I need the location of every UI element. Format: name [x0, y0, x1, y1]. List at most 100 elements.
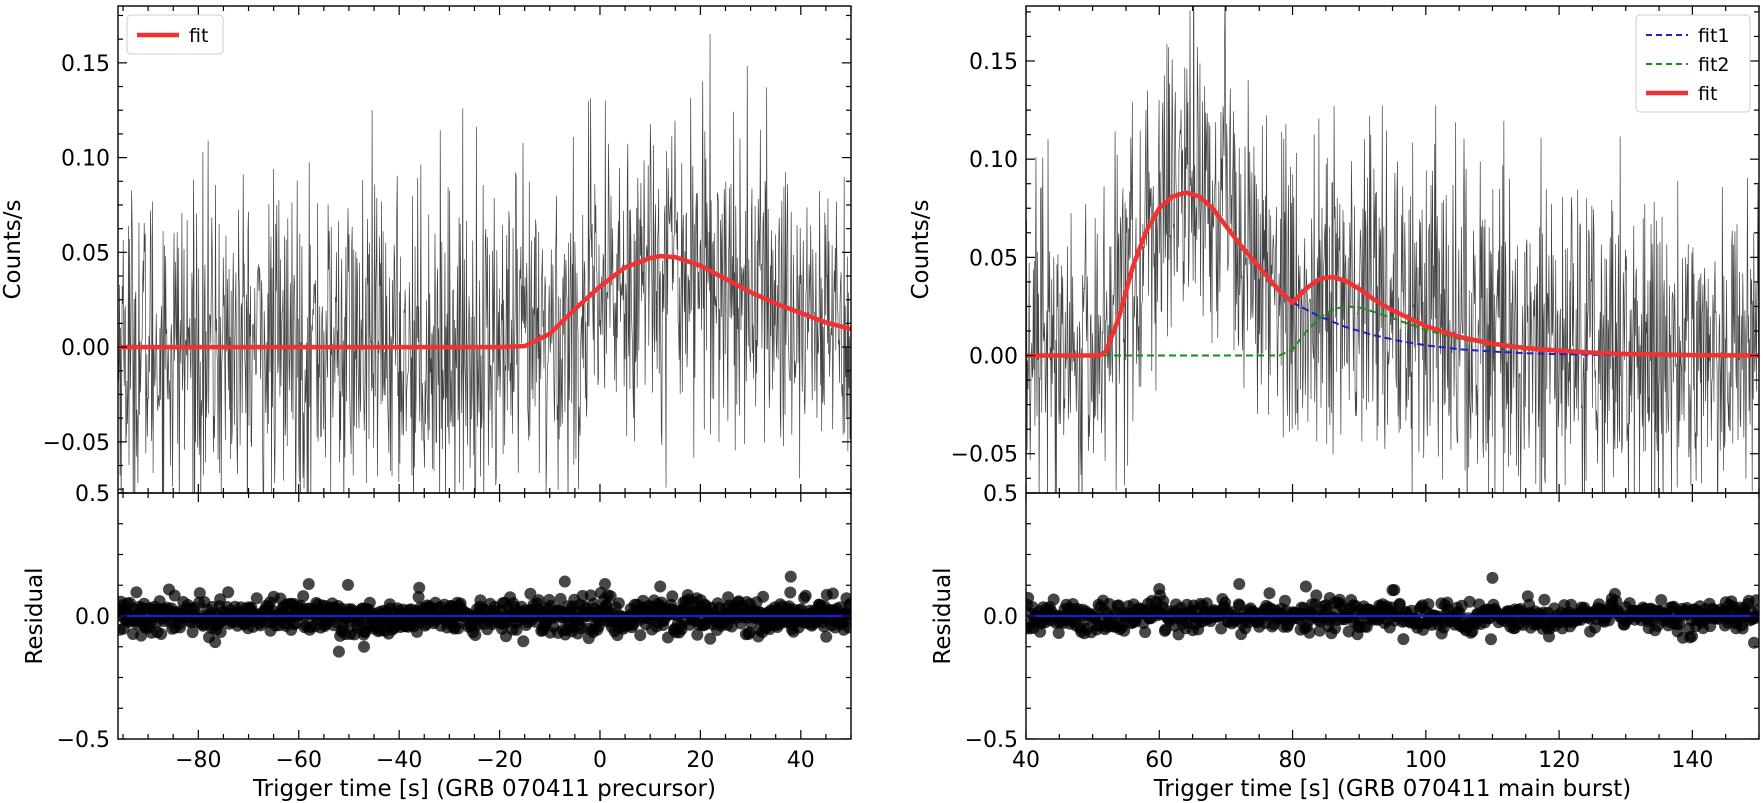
residual-point — [186, 626, 199, 639]
residual-point — [1752, 604, 1759, 617]
residual-point — [1736, 622, 1749, 635]
residual-point — [130, 586, 143, 599]
residual-point — [1279, 594, 1291, 607]
residual-point — [799, 589, 812, 602]
legend: fit1 fit2 fit — [1635, 14, 1751, 113]
residual-outlier — [654, 580, 667, 593]
x-tick-label: −20 — [476, 748, 522, 773]
y-tick-label: 0.05 — [969, 246, 1018, 271]
residual-outlier — [1386, 584, 1399, 597]
residual-point — [604, 590, 617, 603]
residual-point — [1565, 598, 1578, 611]
series-fit — [118, 253, 851, 350]
x-tick-label: 140 — [1671, 748, 1713, 773]
residual-point — [510, 623, 523, 636]
panel-left-bottom: −0.5 0.0 0.5 Residual −80 −60 −40 −20 0 20 40 Trigg… — [22, 482, 852, 802]
residual-point — [1686, 630, 1699, 643]
x-tick-label: 40 — [787, 748, 815, 773]
residual-point — [168, 589, 181, 602]
y-axis-label-counts: Counts/s — [908, 199, 934, 299]
residual-point — [1655, 594, 1668, 606]
residual-point — [784, 586, 797, 599]
y-tick-label: 0.0 — [983, 605, 1018, 630]
residual-point — [411, 625, 423, 638]
residual-point — [843, 621, 851, 634]
y-tick-label: −0.05 — [951, 443, 1018, 468]
residual-outlier — [332, 645, 345, 658]
residual-point — [474, 594, 487, 607]
residual-point — [844, 597, 851, 610]
series-light-curve — [1026, 6, 1759, 493]
residual-outlier — [302, 578, 315, 591]
residual-point — [1219, 596, 1232, 609]
x-tick-label: −40 — [376, 748, 422, 773]
residual-point — [1393, 597, 1406, 610]
y-tick-label: −0.5 — [965, 728, 1018, 753]
residual-point — [469, 629, 482, 641]
residual-point — [1263, 587, 1276, 600]
residual-point — [1310, 589, 1323, 602]
residual-point — [524, 587, 537, 600]
y-tick-label: −0.05 — [43, 431, 110, 456]
residual-point — [820, 630, 833, 643]
y-tick-label: 0.5 — [75, 482, 110, 507]
residual-outlier — [1299, 580, 1312, 593]
residual-point — [1112, 599, 1125, 612]
residual-point — [214, 626, 227, 638]
legend-label-fit: fit — [189, 25, 208, 47]
y-tick-label: 0.5 — [983, 482, 1018, 507]
residual-point — [174, 621, 187, 634]
residual-point — [634, 629, 647, 642]
y-tick-label: 0.10 — [969, 148, 1018, 173]
series-light-curve — [118, 34, 851, 493]
residual-point — [1485, 633, 1497, 646]
residual-point — [155, 628, 168, 640]
residual-point — [757, 590, 770, 603]
plot-area — [1026, 571, 1759, 649]
residual-point — [1047, 593, 1060, 606]
residual-point — [517, 635, 530, 648]
plot-area — [1026, 6, 1759, 493]
legend-box — [1635, 14, 1751, 113]
x-tick-label: 80 — [1279, 748, 1307, 773]
residual-outlier — [1233, 578, 1246, 591]
x-tick-label: 20 — [686, 748, 714, 773]
residual-outlier — [1153, 582, 1166, 595]
plot-area — [118, 570, 851, 658]
y-tick-label: 0.15 — [969, 50, 1018, 75]
residual-point — [1052, 627, 1065, 639]
legend: fit — [126, 14, 224, 55]
x-tick-label: −60 — [276, 748, 322, 773]
residual-point — [363, 596, 376, 609]
legend-label-fit1: fit1 — [1698, 25, 1730, 47]
residual-point — [1118, 624, 1131, 637]
y-axis-label-counts: Counts/s — [0, 199, 26, 299]
residual-outlier — [413, 581, 426, 594]
residual-outlier — [784, 570, 797, 583]
residual-point — [704, 632, 717, 645]
x-axis-label: Trigger time [s] (GRB 070411 main burst) — [1153, 776, 1632, 802]
y-tick-label: 0.10 — [61, 147, 110, 172]
residual-point — [214, 593, 227, 606]
panel-right-bottom: −0.5 0.0 0.5 Residual 40 60 80 100 120 140 Trigger… — [930, 482, 1760, 802]
x-tick-label: 40 — [1012, 748, 1040, 773]
x-tick-label: −80 — [175, 748, 221, 773]
residual-point — [826, 587, 839, 600]
y-tick-label: −0.5 — [57, 728, 110, 753]
residual-point — [342, 578, 354, 591]
residual-point — [297, 590, 310, 603]
residual-point — [250, 592, 263, 605]
residual-point — [222, 586, 235, 599]
y-axis-label-residual: Residual — [930, 567, 956, 664]
residual-outlier — [358, 640, 371, 653]
residual-point — [1397, 633, 1410, 646]
residual-point — [412, 591, 425, 603]
x-tick-label: 60 — [1145, 748, 1173, 773]
residual-point — [554, 592, 567, 605]
legend-label-fit2: fit2 — [1698, 54, 1730, 76]
residual-point — [1303, 626, 1316, 639]
residual-point — [1750, 594, 1759, 607]
panel-right-top: −0.05 0.00 0.05 0.10 0.15 Counts/s fit1 fit2 fit — [908, 5, 1760, 494]
x-tick-label: 120 — [1538, 748, 1580, 773]
